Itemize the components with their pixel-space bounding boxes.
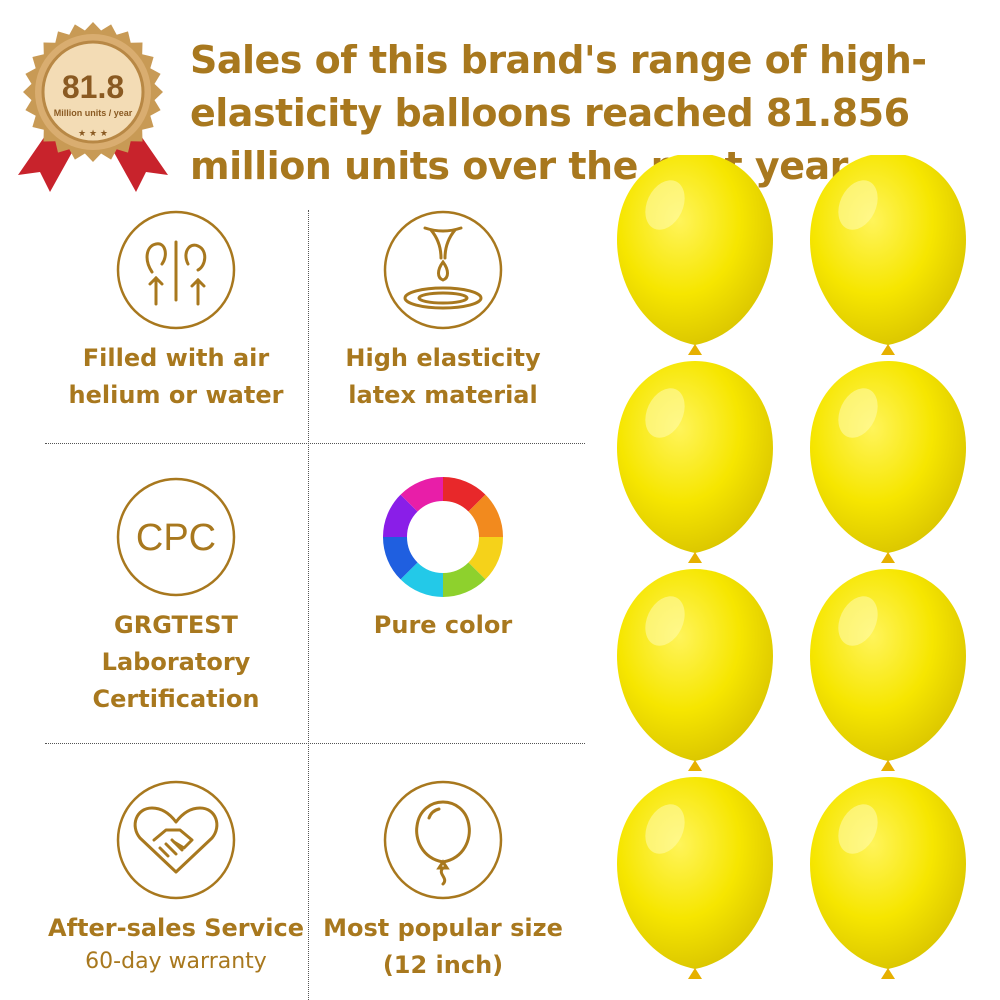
- color-wheel-segment: [468, 494, 503, 537]
- feature-caption: GRGTEST Laboratory Certification: [92, 611, 260, 713]
- color-wheel-segment: [443, 562, 486, 597]
- yellow-balloon: [810, 155, 966, 355]
- feature-caption: High elasticity latex material: [345, 344, 541, 409]
- color-wheel-icon: [383, 477, 503, 597]
- badge-unit: Million units / year: [54, 108, 133, 118]
- feature-pure-color: Pure color: [312, 475, 574, 644]
- yellow-balloon: [810, 361, 966, 563]
- color-wheel-segment: [400, 562, 443, 597]
- color-wheel-segment: [443, 477, 486, 512]
- yellow-balloon: [810, 777, 966, 979]
- yellow-balloon: [617, 777, 773, 979]
- yellow-balloons-photo: [617, 155, 966, 979]
- feature-after-sales: After-sales Service 60-day warranty: [45, 778, 307, 977]
- feature-latex-material: High elasticity latex material: [312, 208, 574, 414]
- badge-value: 81.8: [62, 69, 124, 105]
- feature-fill-options: Filled with air helium or water: [45, 208, 307, 414]
- yellow-balloon: [617, 569, 773, 771]
- color-wheel-segment: [400, 477, 443, 512]
- feature-caption: Filled with air helium or water: [68, 344, 284, 409]
- latex-drip-icon: [383, 210, 503, 330]
- feature-certification: CPC GRGTEST Laboratory Certification: [45, 475, 307, 718]
- grid-divider-vertical: [308, 210, 309, 1000]
- cpc-icon-text: CPC: [136, 517, 216, 559]
- cpc-certification-icon: CPC: [116, 477, 236, 597]
- color-wheel-segment: [468, 537, 503, 580]
- feature-caption: After-sales Service: [48, 914, 304, 942]
- feature-caption: Most popular size (12 inch): [323, 914, 563, 979]
- grid-divider-horizontal-1: [45, 443, 585, 444]
- feature-popular-size: Most popular size (12 inch): [312, 778, 574, 984]
- feature-caption: Pure color: [373, 611, 513, 639]
- sales-badge: 81.8 Million units / year ★ ★ ★: [18, 22, 168, 192]
- color-wheel-segment: [383, 537, 418, 580]
- balloon-outline-icon: [383, 780, 503, 900]
- yellow-balloon: [617, 361, 773, 563]
- yellow-balloon: [810, 569, 966, 771]
- handshake-heart-icon: [116, 780, 236, 900]
- color-wheel-segment: [383, 494, 418, 537]
- badge-stars: ★ ★ ★: [78, 129, 108, 139]
- grid-divider-horizontal-2: [45, 743, 585, 744]
- feature-subcaption: 60-day warranty: [85, 949, 267, 974]
- yellow-balloon: [617, 155, 773, 355]
- balloon-inflate-icon: [116, 210, 236, 330]
